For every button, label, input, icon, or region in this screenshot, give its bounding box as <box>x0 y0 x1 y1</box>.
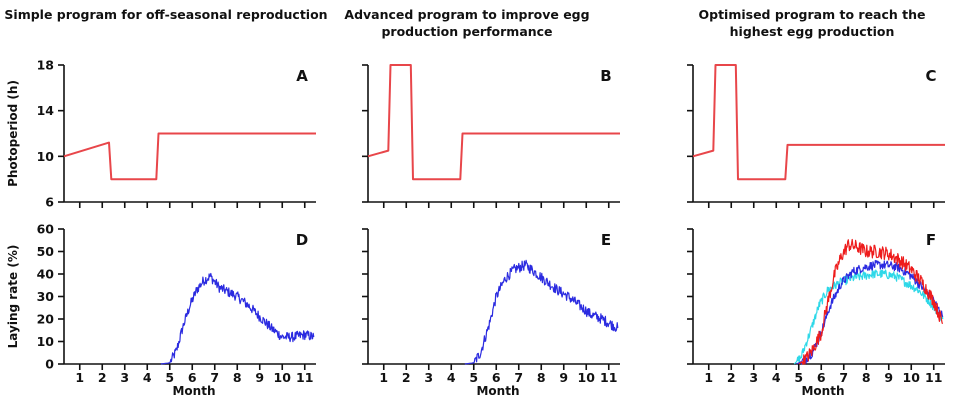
y-axis-title-laying-rate: Laying rate (%) <box>6 245 20 349</box>
y-tick-label-A-14: 14 <box>37 103 55 118</box>
x-tick-label-F-6: 6 <box>817 370 826 385</box>
y-tick-label-A-10: 10 <box>37 149 55 164</box>
column-title-advanced-line-2: production performance <box>381 24 552 39</box>
column-title-optimised-line-1: Optimised program to reach the <box>699 7 926 22</box>
x-tick-label-E-1: 1 <box>379 370 388 385</box>
x-tick-label-D-11: 11 <box>296 370 313 385</box>
column-title-optimised-line-2: highest egg production <box>730 24 895 39</box>
x-tick-label-D-4: 4 <box>143 370 152 385</box>
series-B-photoperiod <box>367 64 620 181</box>
x-tick-label-E-10: 10 <box>578 370 596 385</box>
panel-B: B <box>362 64 620 208</box>
panel-letter-B: B <box>600 67 611 85</box>
x-tick-label-D-9: 9 <box>255 370 264 385</box>
x-tick-label-F-4: 4 <box>772 370 781 385</box>
x-tick-label-F-10: 10 <box>903 370 921 385</box>
x-tick-label-E-6: 6 <box>492 370 501 385</box>
panel-letter-C: C <box>925 67 936 85</box>
y-tick-label-A-6: 6 <box>45 195 54 210</box>
x-tick-label-E-11: 11 <box>600 370 617 385</box>
series-C-photoperiod <box>692 64 945 181</box>
y-tick-label-D-30: 30 <box>37 289 55 304</box>
series-F-red <box>798 238 943 365</box>
x-tick-label-D-7: 7 <box>210 370 219 385</box>
panel-D: 0 10 20 30 40 50 60 1 2 3 4 5 6 7 8 9 10 11 Month D <box>37 222 316 398</box>
y-tick-label-D-50: 50 <box>37 244 55 259</box>
column-title-simple-line-1: Simple program for off-seasonal reproduc… <box>4 7 327 22</box>
x-tick-label-E-4: 4 <box>447 370 456 385</box>
x-tick-label-D-6: 6 <box>188 370 197 385</box>
panel-letter-D: D <box>296 231 308 249</box>
x-tick-label-E-7: 7 <box>514 370 523 385</box>
x-axis-title-E: Month <box>476 384 519 398</box>
y-tick-label-D-20: 20 <box>37 312 55 327</box>
y-tick-label-D-40: 40 <box>37 267 55 282</box>
x-tick-label-F-9: 9 <box>884 370 893 385</box>
x-axis-title-F: Month <box>801 384 844 398</box>
panel-E: 1 2 3 4 5 6 7 8 9 10 11 Month E <box>362 228 620 398</box>
y-axis-title-photoperiod: Photoperiod (h) <box>6 80 20 187</box>
x-tick-label-E-9: 9 <box>559 370 568 385</box>
x-tick-label-E-5: 5 <box>469 370 478 385</box>
column-title-advanced-line-1: Advanced program to improve egg <box>344 7 589 22</box>
series-D-laying-rate <box>160 272 315 365</box>
x-tick-label-D-3: 3 <box>120 370 129 385</box>
x-tick-label-E-2: 2 <box>402 370 411 385</box>
x-tick-label-D-2: 2 <box>98 370 107 385</box>
series-E-laying-rate <box>464 259 619 365</box>
panel-letter-F: F <box>926 231 936 249</box>
x-tick-label-F-7: 7 <box>839 370 848 385</box>
series-F-cyan <box>793 269 944 365</box>
x-tick-label-F-5: 5 <box>794 370 803 385</box>
y-tick-label-D-0: 0 <box>45 357 54 372</box>
x-tick-label-D-8: 8 <box>233 370 242 385</box>
panel-letter-E: E <box>601 231 611 249</box>
x-tick-label-D-5: 5 <box>165 370 174 385</box>
x-tick-label-F-2: 2 <box>727 370 736 385</box>
y-tick-label-A-18: 18 <box>37 58 54 73</box>
x-tick-label-E-8: 8 <box>537 370 546 385</box>
panel-letter-A: A <box>296 67 308 85</box>
series-A-photoperiod <box>63 132 316 181</box>
x-tick-label-F-1: 1 <box>704 370 713 385</box>
x-tick-label-F-11: 11 <box>925 370 942 385</box>
y-tick-label-D-10: 10 <box>37 334 55 349</box>
x-tick-label-E-3: 3 <box>424 370 433 385</box>
panel-A: 6 10 14 18 A <box>37 58 316 210</box>
x-axis-title-D: Month <box>172 384 215 398</box>
x-tick-label-D-1: 1 <box>75 370 84 385</box>
x-tick-label-D-10: 10 <box>274 370 292 385</box>
x-tick-label-F-8: 8 <box>862 370 871 385</box>
panel-C: C <box>687 64 945 208</box>
x-tick-label-F-3: 3 <box>749 370 758 385</box>
y-tick-label-D-60: 60 <box>37 222 55 237</box>
panel-F: 1 2 3 4 5 6 7 8 9 10 11 Month F <box>687 228 945 398</box>
